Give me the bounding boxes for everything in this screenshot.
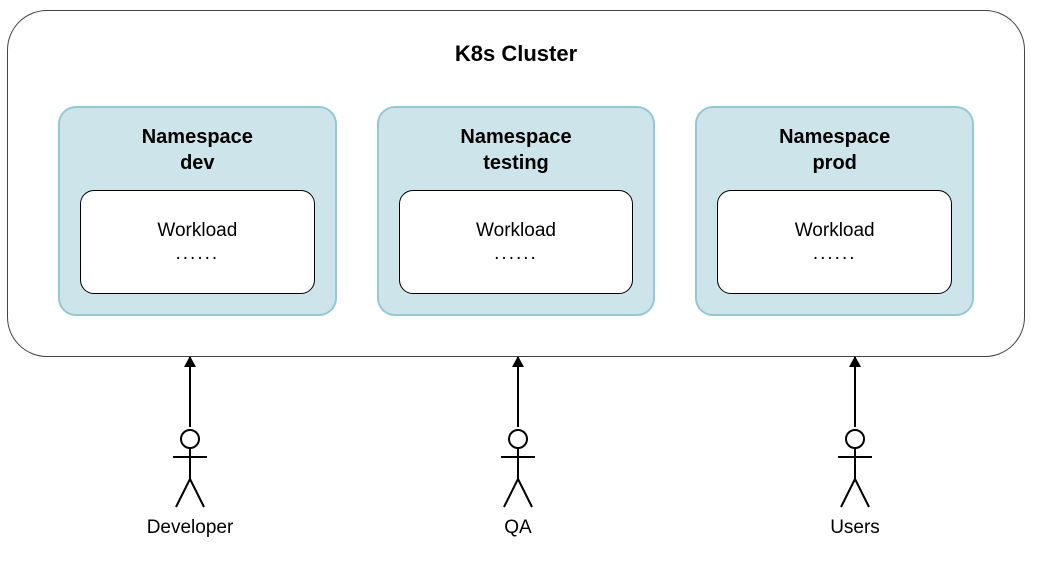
actor-label: Users	[830, 517, 880, 539]
namespace-dev: Namespace dev Workload ......	[58, 106, 337, 316]
arrow-up-icon	[854, 357, 856, 427]
workload-dots: ......	[494, 243, 538, 265]
workload-dots: ......	[813, 243, 857, 265]
namespace-title-line2: dev	[180, 152, 214, 174]
workload-box: Workload ......	[399, 190, 634, 294]
actor-developer: Developer	[110, 357, 270, 539]
cluster-title: K8s Cluster	[455, 41, 577, 67]
actors-row: Developer QA Users	[0, 357, 1039, 578]
namespace-title-line2: testing	[483, 152, 549, 174]
actor-label: QA	[504, 517, 531, 539]
arrow-up-icon	[517, 357, 519, 427]
workload-dots: ......	[175, 243, 219, 265]
namespace-title-line1: Namespace	[460, 126, 571, 148]
actor-users: Users	[775, 357, 935, 539]
namespace-title-line1: Namespace	[142, 126, 253, 148]
namespaces-row: Namespace dev Workload ...... Namespace …	[58, 106, 974, 316]
arrow-up-icon	[189, 357, 191, 427]
person-icon	[170, 429, 210, 509]
workload-box: Workload ......	[80, 190, 315, 294]
workload-box: Workload ......	[717, 190, 952, 294]
person-icon	[835, 429, 875, 509]
workload-label: Workload	[476, 220, 556, 242]
namespace-title: Namespace testing	[460, 124, 571, 176]
namespace-title-line2: prod	[812, 152, 856, 174]
k8s-cluster-box: K8s Cluster Namespace dev Workload .....…	[7, 10, 1025, 357]
namespace-title: Namespace dev	[142, 124, 253, 176]
workload-label: Workload	[795, 220, 875, 242]
namespace-title: Namespace prod	[779, 124, 890, 176]
actor-label: Developer	[147, 517, 234, 539]
namespace-prod: Namespace prod Workload ......	[695, 106, 974, 316]
namespace-title-line1: Namespace	[779, 126, 890, 148]
namespace-testing: Namespace testing Workload ......	[377, 106, 656, 316]
person-icon	[498, 429, 538, 509]
workload-label: Workload	[157, 220, 237, 242]
actor-qa: QA	[438, 357, 598, 539]
